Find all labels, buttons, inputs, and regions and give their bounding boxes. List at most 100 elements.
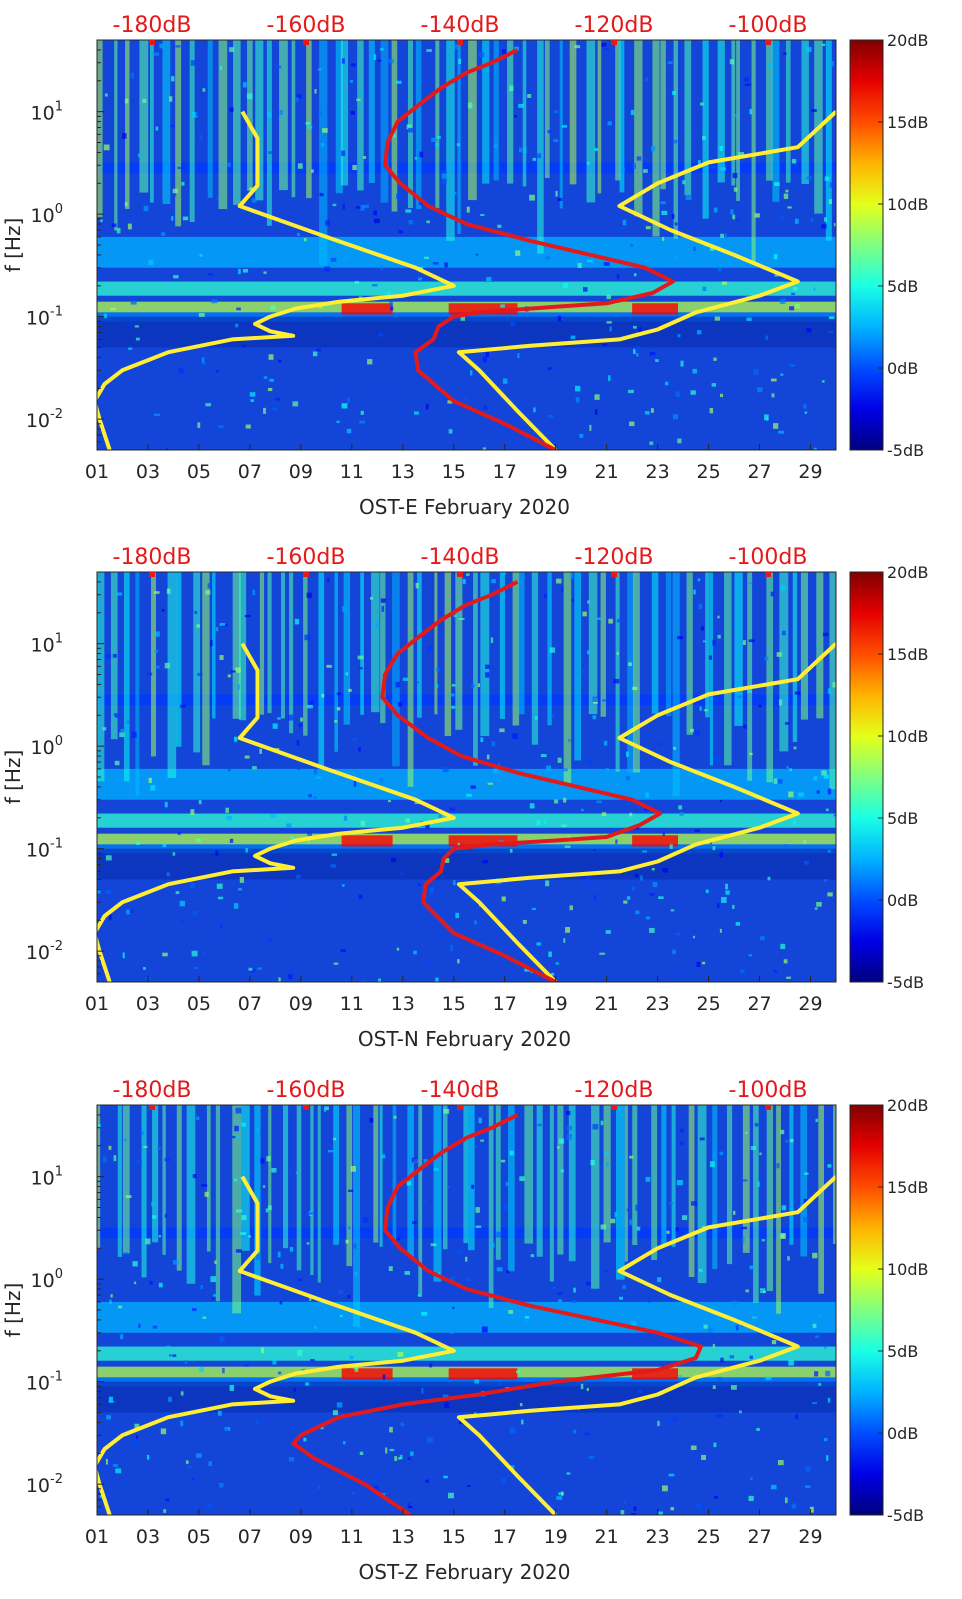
top-axis-label: -180dB — [113, 13, 192, 38]
colorbar-tick-label: 10dB — [887, 1260, 929, 1279]
series-line-high-noise-model — [456, 1175, 836, 1515]
x-axis-title: OST-N February 2020 — [358, 1027, 571, 1051]
x-tick-label: 09 — [289, 993, 313, 1015]
x-tick-label: 01 — [85, 461, 109, 483]
x-tick-label: 11 — [340, 993, 364, 1015]
top-axis-label: -180dB — [113, 1078, 192, 1103]
y-tick-label: 101 — [31, 100, 63, 125]
top-axis-tick — [611, 572, 617, 577]
colorbar-tick-label: -5dB — [887, 441, 924, 460]
top-axis-tick — [457, 572, 463, 577]
spectrogram-image — [97, 572, 836, 982]
colorbar-tick-label: 20dB — [887, 31, 929, 50]
y-tick-label: 10-2 — [26, 407, 63, 432]
spectrogram-panel-ost-z: 01 03 05 07 09 11 13 15 17 19 21 23 25 27 29 10-2 10-1 10… — [0, 1065, 962, 1599]
x-tick-label: 15 — [442, 1526, 466, 1548]
x-tick-label: 13 — [391, 1526, 415, 1548]
x-tick-label: 27 — [747, 461, 771, 483]
y-tick-label: 10-1 — [26, 837, 63, 862]
top-axis-label: -160dB — [267, 1078, 346, 1103]
x-tick-label: 25 — [696, 993, 720, 1015]
y-axis-title: f [Hz] — [1, 218, 25, 273]
top-axis-tick — [303, 1105, 309, 1110]
x-tick-label: 23 — [646, 1526, 670, 1548]
x-tick-label: 15 — [442, 461, 466, 483]
x-tick-label: 19 — [544, 1526, 568, 1548]
x-tick-label: 03 — [136, 461, 160, 483]
series-line-high-noise-model — [456, 642, 836, 982]
top-axis-label: -140dB — [421, 13, 500, 38]
top-axis-label: -100dB — [729, 545, 808, 570]
top-axis-tick — [611, 40, 617, 45]
x-tick-label: 21 — [595, 461, 619, 483]
x-tick-label: 05 — [187, 1526, 211, 1548]
top-axis-label: -100dB — [729, 13, 808, 38]
y-axis-title: f [Hz] — [1, 750, 25, 805]
series-line-low-noise-model — [97, 1175, 456, 1515]
chart-ost-e: 01 03 05 07 09 11 13 15 17 19 21 23 25 27 29 10-2 10-1 10… — [1, 13, 929, 519]
colorbar-tick-label: 5dB — [887, 809, 918, 828]
colorbar-tick-label: 10dB — [887, 195, 929, 214]
top-axis-tick — [303, 572, 309, 577]
top-axis-label: -160dB — [267, 13, 346, 38]
x-tick-label: 07 — [238, 1526, 262, 1548]
x-tick-label: 13 — [391, 993, 415, 1015]
colorbar-tick-label: 0dB — [887, 1424, 918, 1443]
x-tick-label: 09 — [289, 1526, 313, 1548]
top-axis-tick — [149, 1105, 155, 1110]
colorbar-tick-label: 0dB — [887, 359, 918, 378]
x-tick-label: 07 — [238, 461, 262, 483]
colorbar — [849, 571, 884, 983]
y-tick-label: 100 — [31, 1267, 63, 1292]
top-axis-label: -120dB — [575, 545, 654, 570]
x-tick-label: 05 — [187, 461, 211, 483]
x-tick-label: 27 — [747, 993, 771, 1015]
top-axis-tick — [149, 572, 155, 577]
top-axis-tick — [303, 40, 309, 45]
x-tick-label: 01 — [85, 1526, 109, 1548]
series-line-low-noise-model — [97, 110, 456, 450]
y-tick-label: 100 — [31, 734, 63, 759]
x-tick-label: 03 — [136, 993, 160, 1015]
top-axis-tick — [457, 40, 463, 45]
spectrogram-image — [97, 1105, 836, 1515]
top-axis-label: -160dB — [267, 545, 346, 570]
x-tick-label: 27 — [747, 1526, 771, 1548]
series-line-station-mean — [291, 1113, 703, 1515]
top-axis-label: -140dB — [421, 1078, 500, 1103]
y-axis-title: f [Hz] — [1, 1283, 25, 1338]
x-tick-label: 21 — [595, 1526, 619, 1548]
colorbar — [849, 39, 884, 451]
top-axis-label: -140dB — [421, 545, 500, 570]
x-tick-label: 19 — [544, 993, 568, 1015]
colorbar-tick-label: 5dB — [887, 1342, 918, 1361]
top-axis-tick — [611, 1105, 617, 1110]
x-tick-label: 21 — [595, 993, 619, 1015]
x-tick-label: 23 — [646, 461, 670, 483]
x-axis-title: OST-E February 2020 — [359, 495, 570, 519]
top-axis-tick — [149, 40, 155, 45]
top-axis-tick — [765, 40, 771, 45]
series-line-low-noise-model — [97, 642, 456, 982]
colorbar-tick-label: -5dB — [887, 1506, 924, 1525]
x-tick-label: 17 — [493, 993, 517, 1015]
y-tick-label: 101 — [31, 1165, 63, 1190]
series-line-station-mean — [383, 48, 675, 450]
chart-ost-n: 01 03 05 07 09 11 13 15 17 19 21 23 25 27 29 10-2 10-1 10… — [1, 545, 929, 1051]
x-tick-label: 23 — [646, 993, 670, 1015]
series-line-station-mean — [380, 580, 663, 982]
top-axis-label: -100dB — [729, 1078, 808, 1103]
x-axis-title: OST-Z February 2020 — [359, 1560, 571, 1584]
colorbar-tick-label: 15dB — [887, 113, 929, 132]
x-tick-label: 17 — [493, 1526, 517, 1548]
x-tick-label: 11 — [340, 461, 364, 483]
x-tick-label: 15 — [442, 993, 466, 1015]
colorbar-tick-label: 10dB — [887, 727, 929, 746]
spectrogram-panel-ost-e: 01 03 05 07 09 11 13 15 17 19 21 23 25 27 29 10-2 10-1 10… — [0, 0, 962, 530]
x-tick-label: 29 — [798, 1526, 822, 1548]
x-tick-label: 17 — [493, 461, 517, 483]
spectrogram-panel-ost-n: 01 03 05 07 09 11 13 15 17 19 21 23 25 27 29 10-2 10-1 10… — [0, 532, 962, 1065]
y-tick-label: 10-1 — [26, 305, 63, 330]
x-tick-label: 11 — [340, 1526, 364, 1548]
x-tick-label: 25 — [696, 1526, 720, 1548]
